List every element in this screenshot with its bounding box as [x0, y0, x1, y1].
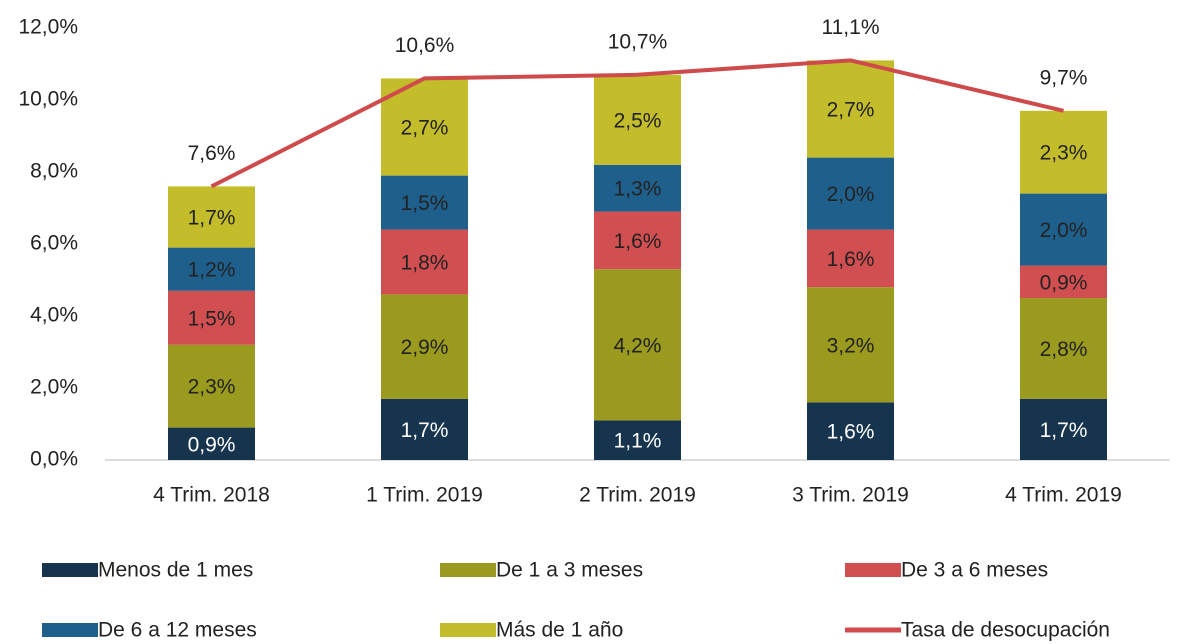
- line-label: 11,1%: [822, 16, 880, 39]
- bar-segment: [807, 402, 894, 460]
- bar-segment: [381, 175, 468, 230]
- data-label: 3,2%: [827, 334, 875, 357]
- bar-segment: [1020, 398, 1107, 460]
- line-label: 9,7%: [1040, 66, 1088, 89]
- bar-segment: [168, 186, 255, 248]
- bar-segment: [168, 344, 255, 428]
- data-label: 1,5%: [401, 192, 449, 215]
- line-label: 7,6%: [188, 142, 236, 165]
- legend-label: Más de 1 año: [496, 619, 623, 642]
- data-label: 0,9%: [188, 433, 236, 456]
- bar-segment: [168, 247, 255, 291]
- bar-segment: [168, 290, 255, 345]
- y-tick-label: 6,0%: [30, 232, 78, 255]
- data-label: 1,6%: [614, 230, 662, 253]
- bar-segment: [807, 287, 894, 403]
- legend-marker: [42, 563, 98, 577]
- data-label: 1,5%: [188, 307, 236, 330]
- bar-segment: [807, 60, 894, 158]
- data-label: 2,7%: [827, 99, 875, 122]
- bar-segment: [594, 269, 681, 421]
- legend-label: Tasa de desocupación: [901, 619, 1110, 642]
- bar-segment: [594, 211, 681, 270]
- data-label: 1,3%: [614, 178, 662, 201]
- bar-segment: [1020, 193, 1107, 266]
- data-label: 1,6%: [827, 248, 875, 271]
- data-label: 2,3%: [188, 376, 236, 399]
- x-tick-label: 4 Trim. 2018: [153, 484, 270, 507]
- y-tick-label: 10,0%: [18, 88, 78, 111]
- bar-segment: [381, 229, 468, 295]
- bar-segment: [1020, 265, 1107, 298]
- bar-segment: [1020, 110, 1107, 194]
- data-label: 0,9%: [1040, 271, 1088, 294]
- y-tick-label: 4,0%: [30, 304, 78, 327]
- y-tick-label: 8,0%: [30, 160, 78, 183]
- data-label: 2,3%: [1040, 142, 1088, 165]
- bar-segment: [168, 427, 255, 460]
- legend-label: De 1 a 3 meses: [496, 559, 643, 582]
- legend-marker: [42, 623, 98, 637]
- legend-label: De 3 a 6 meses: [901, 559, 1048, 582]
- y-tick-label: 0,0%: [30, 448, 78, 471]
- bar-segment: [1020, 298, 1107, 399]
- legend-label: De 6 a 12 meses: [98, 619, 257, 642]
- data-label: 4,2%: [614, 334, 662, 357]
- data-label: 2,0%: [1040, 219, 1088, 242]
- y-tick-label: 12,0%: [18, 16, 78, 39]
- x-tick-label: 4 Trim. 2019: [1005, 484, 1122, 507]
- data-label: 2,8%: [1040, 338, 1088, 361]
- legend-marker: [440, 563, 496, 577]
- data-label: 1,6%: [827, 421, 875, 444]
- bar-segment: [594, 420, 681, 460]
- data-label: 1,1%: [614, 430, 662, 453]
- data-label: 1,7%: [1040, 419, 1088, 442]
- data-label: 2,0%: [827, 183, 875, 206]
- data-label: 1,2%: [188, 259, 236, 282]
- data-label: 1,8%: [401, 252, 449, 275]
- line: [210, 58, 1064, 189]
- bar-segment: [807, 157, 894, 230]
- legend-marker: [440, 623, 496, 637]
- line-label: 10,7%: [608, 30, 668, 53]
- data-label: 1,7%: [401, 419, 449, 442]
- data-label: 2,5%: [614, 109, 662, 132]
- x-tick-label: 3 Trim. 2019: [792, 484, 909, 507]
- legend-label: Menos de 1 mes: [98, 559, 253, 582]
- x-tick-label: 1 Trim. 2019: [366, 484, 483, 507]
- data-label: 2,9%: [401, 336, 449, 359]
- bar-segment: [807, 229, 894, 288]
- line-label: 10,6%: [395, 34, 455, 57]
- data-label: 1,7%: [188, 207, 236, 230]
- x-tick-label: 2 Trim. 2019: [579, 484, 696, 507]
- y-tick-label: 2,0%: [30, 376, 78, 399]
- bar-segment: [381, 398, 468, 460]
- data-label: 2,7%: [401, 117, 449, 140]
- legend-marker: [845, 563, 901, 577]
- bar-segment: [594, 164, 681, 212]
- bar-segment: [381, 294, 468, 399]
- bar-segment: [594, 74, 681, 165]
